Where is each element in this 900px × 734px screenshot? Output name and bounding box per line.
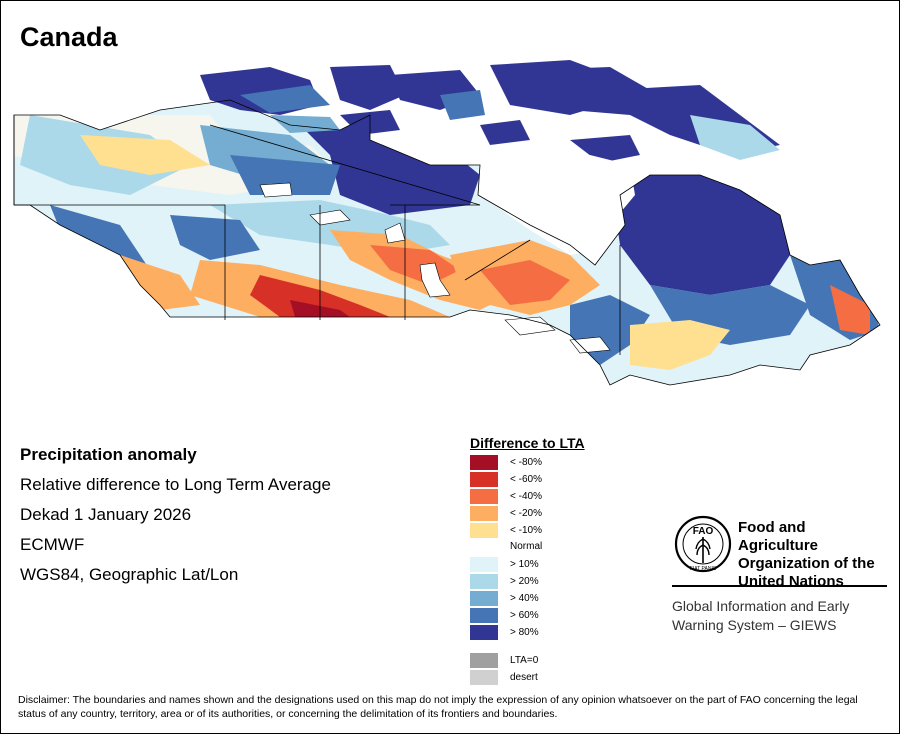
logo-divider [672, 585, 887, 587]
legend-swatch [470, 489, 498, 504]
precipitation-anomaly-map [13, 60, 881, 386]
legend-swatch [470, 625, 498, 640]
legend-class-8: > 40% [470, 591, 539, 606]
map-info: Precipitation anomaly Relative differenc… [20, 440, 331, 590]
legend-label: < -60% [510, 474, 542, 485]
legend-swatch [470, 591, 498, 606]
fao-emblem-icon: FAO FIAT PANIS [674, 515, 732, 573]
legend-label: > 20% [510, 576, 539, 587]
map-title: Canada [20, 22, 118, 52]
legend-class-3: < -20% [470, 506, 542, 521]
org-name: Food and Agriculture Organization of the… [738, 519, 888, 591]
legend-extra-1: desert [470, 670, 538, 685]
org-name-line1: Food and Agriculture [738, 519, 819, 554]
legend-swatch [470, 557, 498, 572]
legend-swatch [470, 574, 498, 589]
legend-title: Difference to LTA [470, 435, 585, 451]
emblem-letters: FAO [693, 526, 714, 537]
legend-label: desert [510, 672, 538, 683]
org-name-line2: Organization of the [738, 555, 875, 572]
legend-label: > 40% [510, 593, 539, 604]
legend-class-0: < -80% [470, 455, 542, 470]
legend-class-10: > 80% [470, 625, 539, 640]
arctic-islands [200, 60, 780, 163]
info-period: Dekad 1 January 2026 [20, 505, 192, 524]
legend-swatch [470, 455, 498, 470]
legend-label: > 10% [510, 559, 539, 570]
legend-swatch [470, 670, 498, 685]
info-projection: WGS84, Geographic Lat/Lon [20, 565, 239, 584]
emblem-motto: FIAT PANIS [690, 566, 717, 572]
legend-class-9: > 60% [470, 608, 539, 623]
legend-class-2: < -40% [470, 489, 542, 504]
legend-swatch [470, 653, 498, 668]
disclaimer: Disclaimer: The boundaries and names sho… [18, 694, 858, 720]
legend-label: < -20% [510, 508, 542, 519]
legend-label: > 80% [510, 627, 539, 638]
giews-line1: Global Information and Early [672, 598, 850, 614]
hudson-bay [480, 155, 635, 255]
legend-class-7: > 20% [470, 574, 539, 589]
giews-line2: Warning System – GIEWS [672, 617, 837, 633]
legend-class-6: > 10% [470, 557, 539, 572]
info-subtitle: Relative difference to Long Term Average [20, 475, 331, 494]
legend-normal-label: Normal [510, 541, 543, 552]
info-heading: Precipitation anomaly [20, 445, 197, 464]
legend-label: > 60% [510, 610, 539, 621]
country-outline [13, 99, 881, 386]
giews-label: Global Information and Early Warning Sys… [672, 597, 888, 635]
legend-label: < -10% [510, 525, 542, 536]
legend: Difference to LTA < -80% < -60% < -40% < -2… [468, 435, 585, 685]
legend-swatch [470, 506, 498, 521]
legend-swatch [470, 472, 498, 487]
legend-label: < -80% [510, 457, 542, 468]
legend-swatch [470, 523, 498, 538]
legend-swatch [470, 608, 498, 623]
legend-class-1: < -60% [470, 472, 542, 487]
fao-logo: FAO FIAT PANIS Food and Agriculture Orga… [672, 515, 888, 637]
info-source: ECMWF [20, 535, 85, 554]
legend-class-4: < -10% [470, 523, 542, 538]
lakes [259, 182, 611, 354]
legend-label: < -40% [510, 491, 542, 502]
legend-extra-0: LTA=0 [470, 653, 538, 668]
org-name-line3: United Nations [738, 573, 844, 590]
legend-label: LTA=0 [510, 655, 539, 666]
